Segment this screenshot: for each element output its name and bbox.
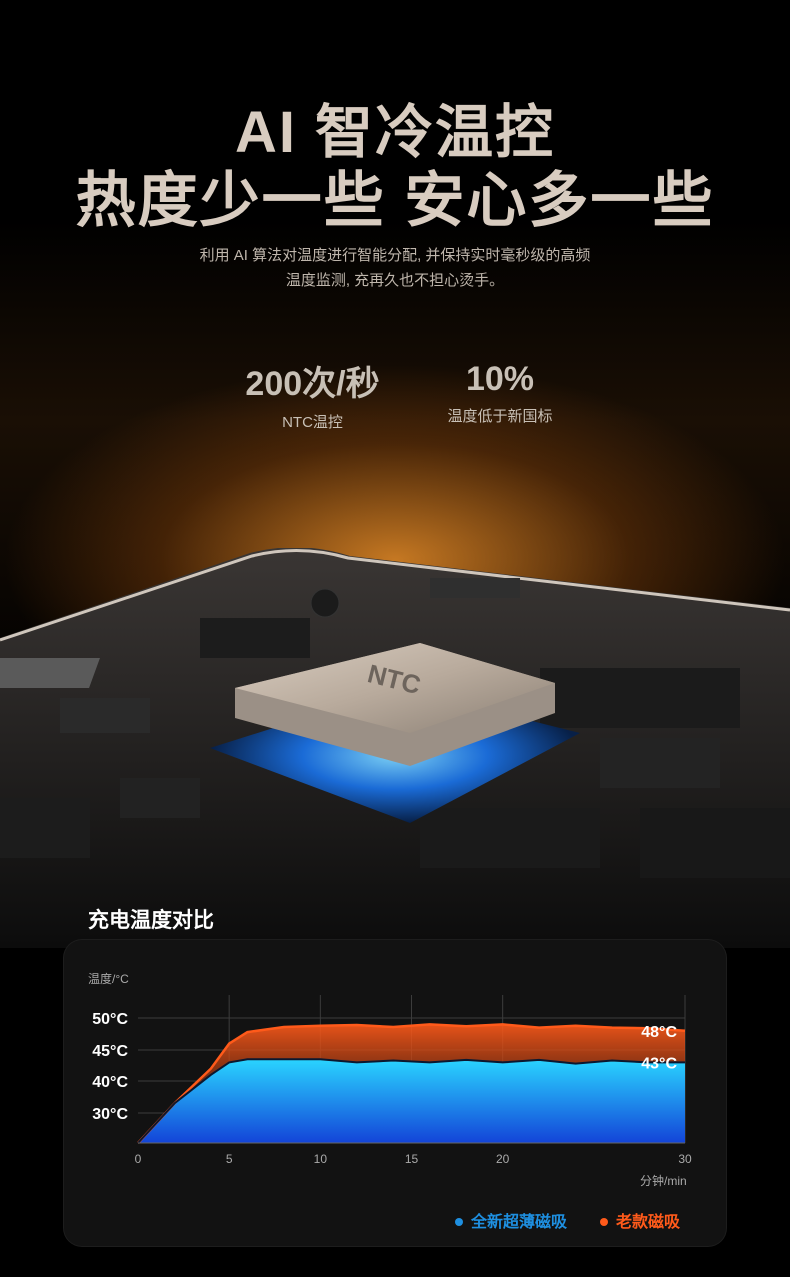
y-tick-label: 50°C: [92, 1011, 128, 1028]
legend-dot-icon: [600, 1217, 608, 1226]
stat-ntc: 200次/秒 NTC温控: [230, 356, 395, 432]
hero-title-line1: AI 智冷温控: [234, 100, 556, 165]
circuit-board-illustration: NTC: [0, 548, 790, 948]
x-tick-label: 30: [678, 1152, 692, 1166]
legend-dot-icon: [455, 1217, 463, 1226]
chart-title: 充电温度对比: [88, 909, 214, 932]
y-tick-label: 30°C: [92, 1106, 128, 1123]
hero-title-line2: 热度少一些 安心多一些: [75, 167, 715, 234]
end-label-old: 48°C: [641, 1024, 677, 1041]
stat-value: 200次/秒: [245, 365, 380, 403]
line-old-series: [137, 1023, 686, 1144]
line-new-series: [137, 1058, 685, 1144]
y-axis-label: 温度/°C: [88, 972, 129, 986]
x-tick-label: 20: [496, 1152, 510, 1166]
legend-label: 全新超薄磁吸: [471, 1214, 568, 1231]
end-label-new: 43°C: [641, 1055, 677, 1072]
hero-subtitle-line2: 温度监测, 充再久也不担心烫手。: [285, 272, 505, 289]
stat-standard: 10% 温度低于新国标: [430, 360, 570, 426]
legend-new: 全新超薄磁吸: [455, 1208, 567, 1232]
x-tick-label: 10: [314, 1152, 328, 1166]
stat-value: 10%: [465, 360, 535, 398]
x-axis-label: 分钟/min: [640, 1174, 687, 1188]
y-tick-label: 45°C: [92, 1043, 128, 1060]
stat-label: NTC温控: [282, 414, 343, 431]
y-tick-label: 40°C: [92, 1074, 128, 1091]
x-tick-label: 5: [226, 1152, 233, 1166]
area-new-series: [138, 1059, 685, 1143]
hero-subtitle-line1: 利用 AI 算法对温度进行智能分配, 并保持实时毫秒级的高频: [199, 247, 591, 264]
legend-old: 老款磁吸: [600, 1208, 680, 1232]
stat-label: 温度低于新国标: [447, 408, 553, 425]
legend-label: 老款磁吸: [616, 1214, 681, 1231]
x-tick-label: 15: [405, 1152, 419, 1166]
x-tick-label: 0: [135, 1152, 142, 1166]
